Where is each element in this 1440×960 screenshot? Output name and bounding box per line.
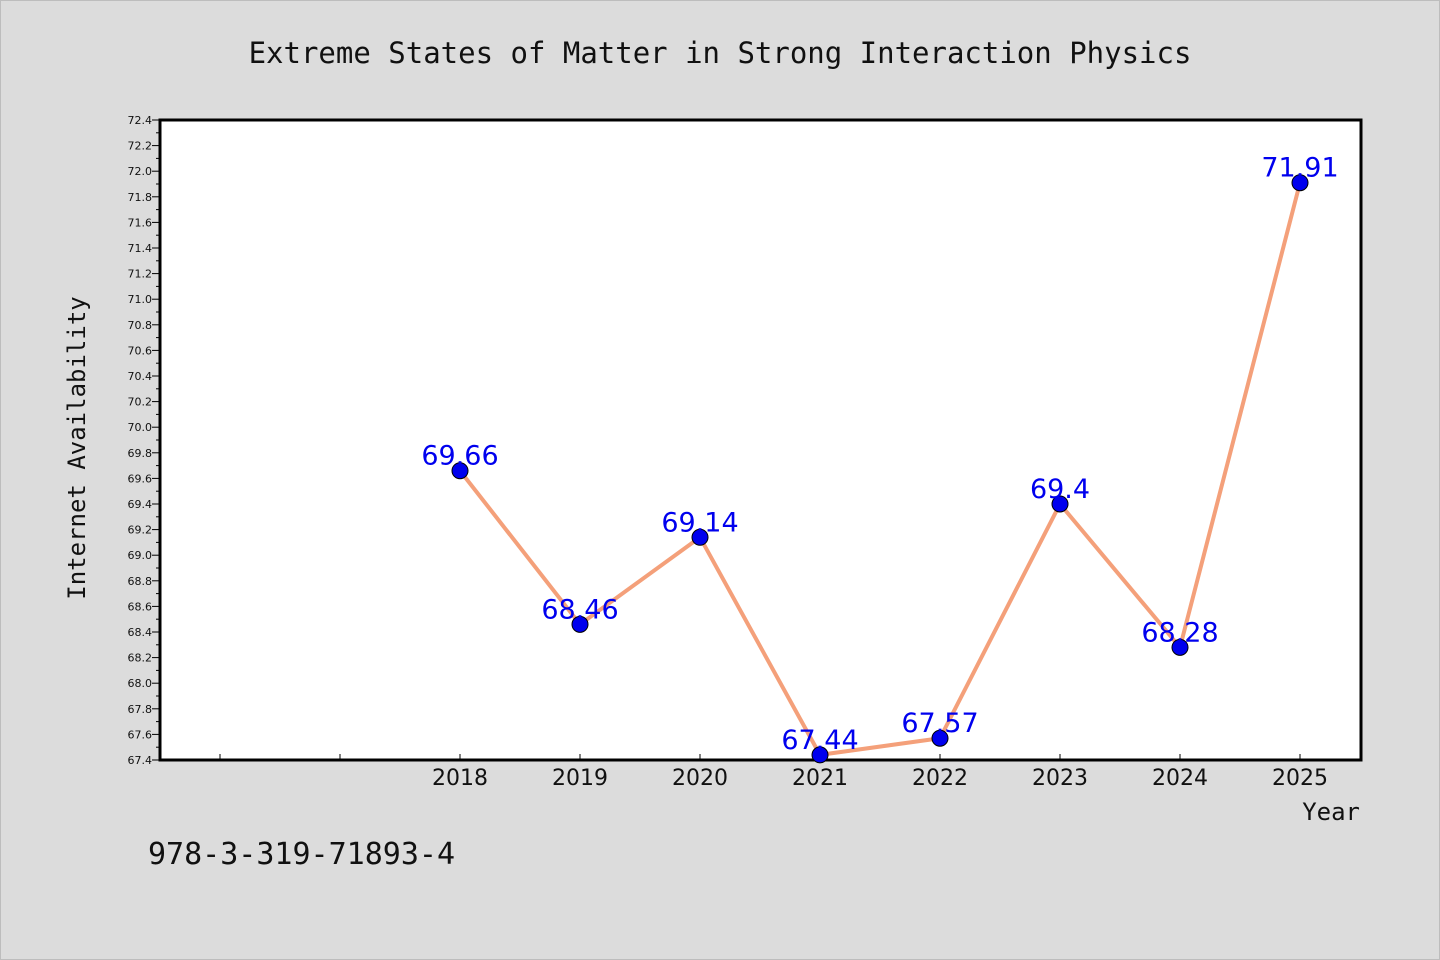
y-axis-label: Internet Availability (63, 296, 91, 599)
y-tick-label: 72.0 (128, 165, 153, 178)
data-point (451, 462, 469, 480)
y-tick-label: 71.6 (128, 216, 153, 229)
data-label: 68.28 (1141, 617, 1218, 648)
x-tick-label: 2023 (1032, 766, 1088, 791)
y-tick-label: 68.8 (128, 575, 153, 588)
series-line (458, 182, 1302, 757)
isbn-text: 978-3-319-71893-4 (148, 837, 455, 872)
y-tick-label: 70.2 (128, 396, 153, 409)
y-tick-label: 70.4 (128, 370, 153, 383)
x-tick-label: 2019 (552, 766, 608, 791)
data-label: 67.57 (901, 708, 978, 739)
data-point (1291, 174, 1309, 192)
y-tick-label: 71.4 (128, 242, 153, 255)
y-tick-label: 68.2 (128, 652, 153, 665)
data-point (1171, 638, 1189, 656)
data-point (811, 746, 829, 764)
y-tick-label: 69.2 (128, 524, 153, 537)
y-tick-label: 72.4 (128, 114, 153, 127)
y-tick-label: 67.8 (128, 703, 153, 716)
y-tick-label: 72.2 (128, 140, 153, 153)
y-tick-label: 68.6 (128, 600, 153, 613)
data-point (691, 528, 709, 546)
y-tick-label: 68.0 (128, 677, 153, 690)
chart-title: Extreme States of Matter in Strong Inter… (249, 36, 1192, 70)
y-tick-label: 69.8 (128, 447, 153, 460)
y-tick-label: 67.6 (128, 728, 153, 741)
data-point (931, 729, 949, 747)
y-tick-label: 71.0 (128, 293, 153, 306)
data-label: 71.91 (1261, 153, 1338, 184)
series-layer: 69.66 68.46 69.14 67.44 67.57 69.4 68.28 71.91 (421, 153, 1339, 764)
data-point (571, 615, 589, 633)
y-tick-label: 71.2 (128, 268, 153, 281)
data-label: 69.66 (421, 441, 498, 472)
x-tick-label: 2025 (1272, 766, 1328, 791)
data-label: 67.44 (781, 725, 858, 756)
data-label: 69.4 (1030, 474, 1090, 505)
x-tick-label: 2024 (1152, 766, 1208, 791)
y-tick-label: 69.0 (128, 549, 153, 562)
x-axis: 2018 2019 2020 2021 2022 2023 2024 2025 (219, 754, 1328, 791)
x-tick-label: 2020 (672, 766, 728, 791)
y-tick-label: 67.4 (128, 754, 153, 767)
data-label: 68.46 (541, 594, 618, 625)
x-tick-label: 2018 (432, 766, 488, 791)
data-label: 69.14 (661, 507, 738, 538)
x-axis-label: Year (1302, 798, 1360, 826)
y-tick-label: 68.4 (128, 626, 153, 639)
y-tick-label: 70.6 (128, 344, 153, 357)
y-tick-label: 69.6 (128, 472, 153, 485)
y-tick-label: 70.8 (128, 319, 153, 332)
y-tick-label: 70.0 (128, 421, 153, 434)
x-tick-label: 2022 (912, 766, 968, 791)
plot-area (158, 118, 1363, 762)
x-tick-label: 2021 (792, 766, 848, 791)
y-tick-label: 69.4 (128, 498, 153, 511)
y-tick-label: 71.8 (128, 191, 153, 204)
data-point (1051, 495, 1069, 513)
y-axis: 67.4 67.6 67.8 68.0 68.2 68.4 68.6 68.8 69.0 69.2… (128, 114, 160, 767)
